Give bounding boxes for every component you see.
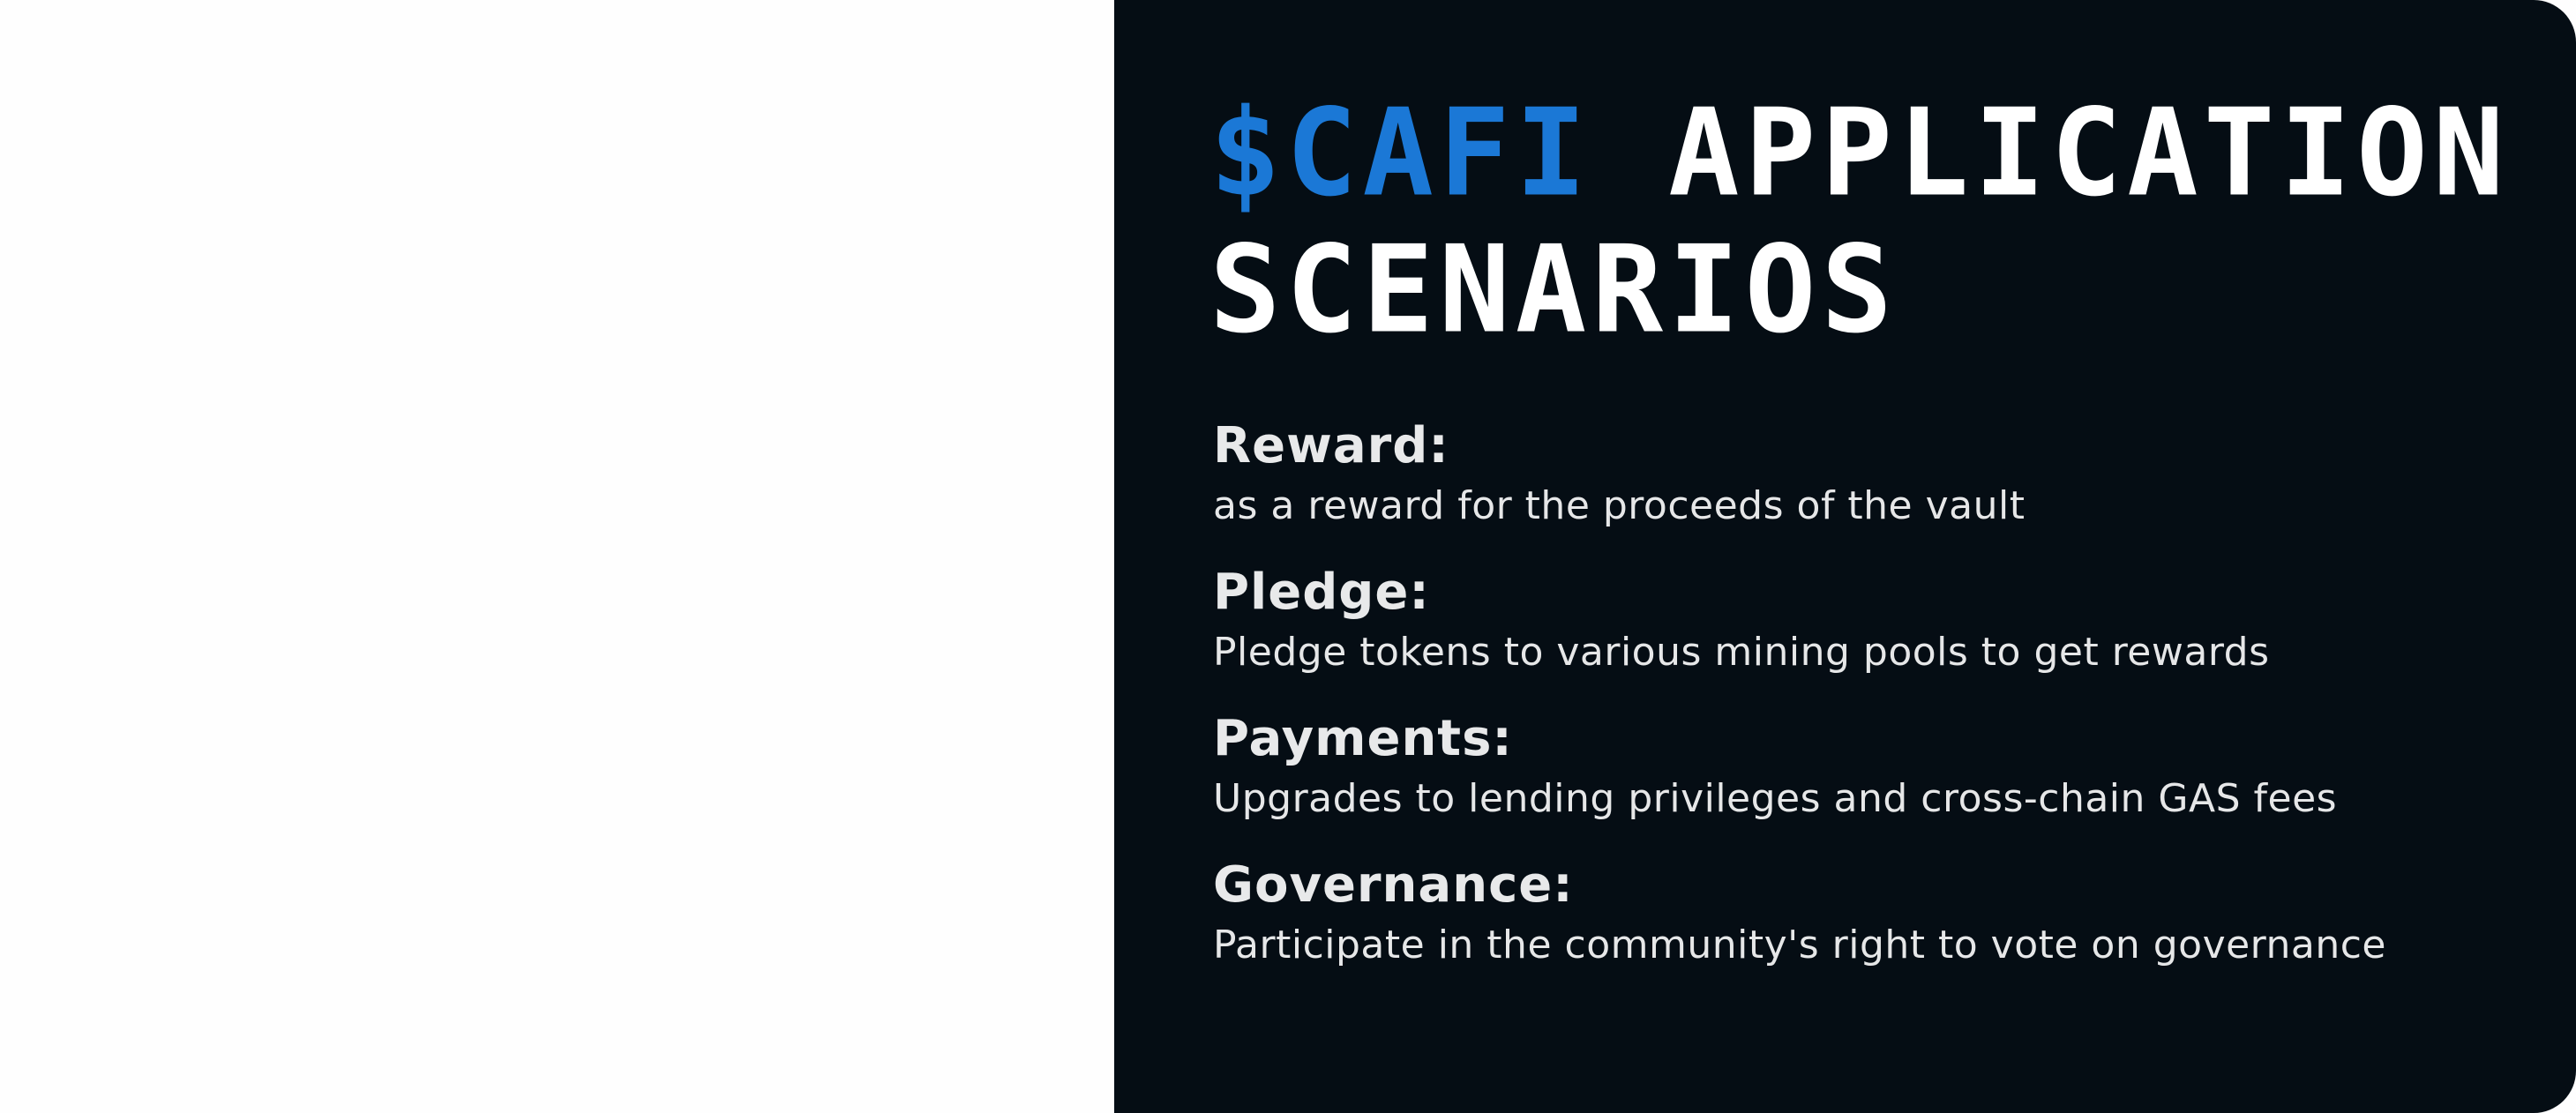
scenario-description: Pledge tokens to various mining pools to… [1213, 630, 2270, 675]
scenario-label: Reward: [1213, 417, 1449, 474]
info-card: $CAFI APPLICATION SCENARIOS Reward: as a… [1114, 0, 2576, 1113]
scenario-list: Reward: as a reward for the proceeds of … [1213, 415, 2536, 1000]
scenario-label: Pledge: [1213, 564, 1430, 621]
scenario-pledge: Pledge: Pledge tokens to various mining … [1213, 561, 2536, 681]
scenario-description: Participate in the community's right to … [1213, 923, 2386, 967]
scenario-governance: Governance: Participate in the community… [1213, 854, 2536, 974]
scenario-reward: Reward: as a reward for the proceeds of … [1213, 415, 2536, 534]
blank-area [0, 0, 1114, 1113]
title-text: APPLICATION SCENARIOS [1209, 82, 2510, 361]
card-title: $CAFI APPLICATION SCENARIOS [1209, 85, 2533, 358]
scenario-label: Payments: [1213, 710, 1513, 767]
scenario-payments: Payments: Upgrades to lending privileges… [1213, 707, 2536, 827]
scenario-description: Upgrades to lending privileges and cross… [1213, 776, 2338, 821]
scenario-description: as a reward for the proceeds of the vaul… [1213, 483, 2026, 528]
scenario-label: Governance: [1213, 856, 1574, 914]
token-ticker: $CAFI [1209, 82, 1592, 224]
